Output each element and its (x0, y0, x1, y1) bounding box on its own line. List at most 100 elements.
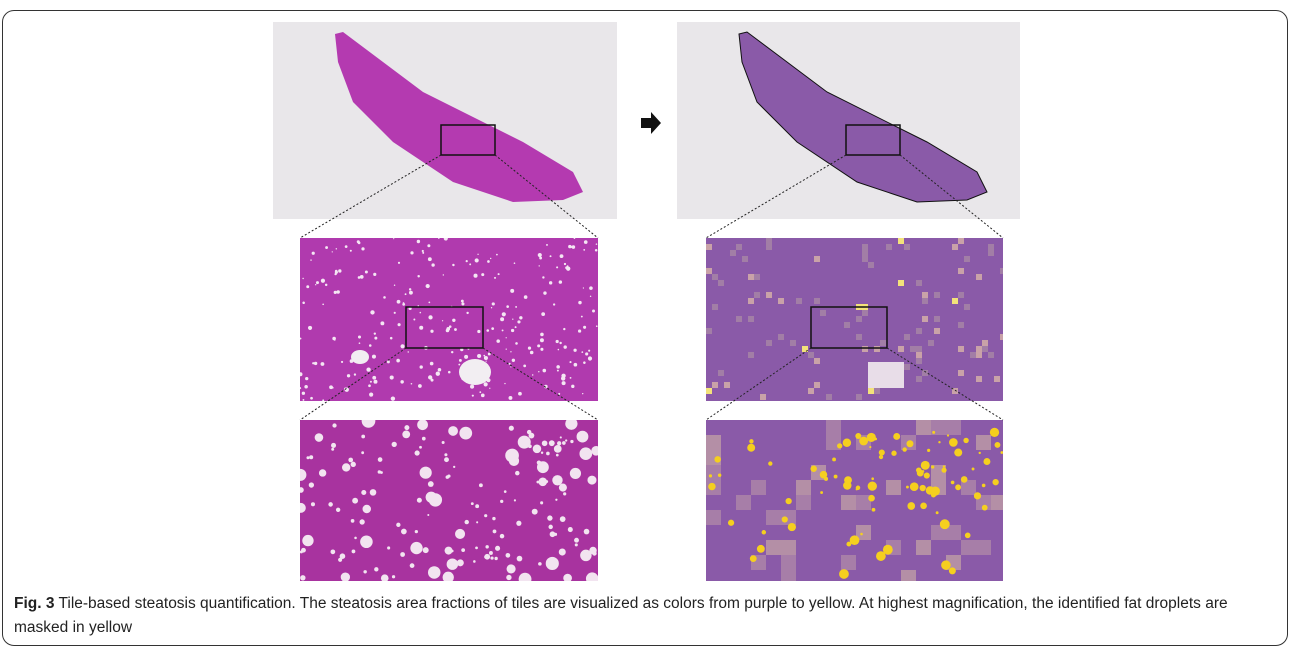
droplet (954, 449, 962, 457)
droplet (579, 447, 592, 460)
vessel (351, 350, 369, 364)
tile (961, 540, 976, 555)
droplet (564, 263, 566, 265)
droplet (446, 329, 450, 333)
droplet (506, 553, 511, 558)
tile (1000, 334, 1006, 340)
droplet (533, 445, 542, 454)
droplet (310, 397, 313, 400)
tile (736, 244, 742, 250)
droplet (749, 439, 753, 443)
droplet (477, 354, 481, 358)
droplet (413, 318, 415, 320)
droplet (556, 454, 559, 457)
droplet (448, 371, 451, 374)
droplet (334, 291, 337, 294)
droplet (532, 509, 538, 515)
droplet (325, 284, 327, 286)
droplet (311, 502, 315, 506)
tile (790, 340, 796, 346)
tile (862, 250, 868, 256)
tile (946, 420, 961, 435)
tile (754, 292, 760, 298)
droplet (496, 339, 500, 343)
droplet (334, 273, 336, 275)
droplet (556, 365, 560, 369)
tile (916, 280, 922, 286)
droplet (788, 523, 796, 531)
tile (934, 328, 940, 334)
droplet (428, 566, 441, 579)
droplet (718, 473, 721, 476)
droplet (369, 393, 373, 397)
droplet (361, 451, 364, 454)
droplet (316, 281, 319, 284)
droplet (573, 349, 576, 352)
droplet (398, 323, 401, 326)
droplet (357, 240, 360, 243)
tile (1000, 268, 1006, 274)
droplet (843, 439, 851, 447)
droplet (431, 263, 434, 266)
tile (904, 364, 910, 370)
droplet (855, 433, 861, 439)
droplet (466, 260, 468, 262)
page: Fig. 3Tile-based steatosis quantificatio… (0, 0, 1293, 651)
droplet (449, 325, 452, 328)
droplet (373, 273, 376, 276)
droplet (596, 325, 598, 327)
droplet (517, 320, 520, 323)
tile (868, 262, 874, 268)
tile (814, 256, 820, 262)
droplet (872, 508, 876, 512)
tile (910, 346, 916, 352)
droplet (387, 360, 390, 363)
droplet (562, 441, 566, 445)
droplet (519, 316, 522, 319)
tile (862, 310, 868, 316)
droplet (509, 456, 519, 466)
droplet (507, 564, 516, 573)
tile (808, 388, 814, 394)
droplet (595, 249, 598, 252)
tile (898, 280, 904, 286)
droplet (464, 355, 468, 359)
droplet (596, 243, 598, 245)
droplet (420, 312, 422, 314)
droplet (528, 444, 532, 448)
tile (958, 268, 964, 274)
droplet (431, 379, 434, 382)
droplet (475, 504, 479, 508)
tile (736, 316, 742, 322)
droplet (391, 396, 395, 400)
droplet (361, 435, 365, 439)
droplet (309, 455, 313, 459)
droplet (372, 376, 376, 380)
droplet (481, 273, 484, 276)
droplet (489, 388, 490, 389)
droplet (476, 521, 478, 523)
droplet (523, 365, 526, 368)
droplet (443, 572, 454, 583)
caption-text: Tile-based steatosis quantification. The… (14, 595, 1228, 636)
tile (856, 394, 862, 400)
droplet (907, 502, 915, 510)
droplet (832, 458, 836, 462)
droplet (452, 319, 455, 322)
droplet (484, 556, 487, 559)
droplet (571, 385, 574, 388)
tile (922, 370, 928, 376)
droplet (394, 312, 396, 314)
droplet (411, 383, 413, 385)
droplet (565, 439, 567, 441)
tile (730, 250, 736, 256)
tile (958, 322, 964, 328)
droplet (484, 514, 487, 517)
figure-panels (0, 0, 1293, 590)
droplet (335, 270, 338, 273)
droplet (583, 249, 585, 251)
droplet (514, 262, 516, 264)
droplet (810, 466, 816, 472)
droplet (381, 574, 389, 582)
droplet (360, 535, 373, 548)
